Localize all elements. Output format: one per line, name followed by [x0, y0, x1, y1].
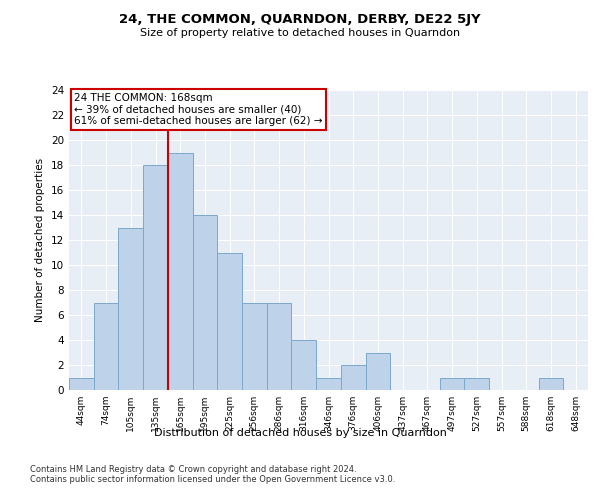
Text: Size of property relative to detached houses in Quarndon: Size of property relative to detached ho…: [140, 28, 460, 38]
Bar: [69, 378, 94, 390]
Bar: [94, 302, 118, 390]
Text: 24 THE COMMON: 168sqm
← 39% of detached houses are smaller (40)
61% of semi-deta: 24 THE COMMON: 168sqm ← 39% of detached …: [74, 93, 323, 126]
Bar: [193, 215, 217, 390]
Bar: [118, 228, 143, 390]
Bar: [292, 340, 316, 390]
Text: Distribution of detached houses by size in Quarndon: Distribution of detached houses by size …: [154, 428, 446, 438]
Bar: [168, 152, 193, 390]
Text: 24, THE COMMON, QUARNDON, DERBY, DE22 5JY: 24, THE COMMON, QUARNDON, DERBY, DE22 5J…: [119, 12, 481, 26]
Bar: [464, 378, 489, 390]
Y-axis label: Number of detached properties: Number of detached properties: [35, 158, 46, 322]
Bar: [341, 365, 365, 390]
Bar: [365, 352, 390, 390]
Text: Contains public sector information licensed under the Open Government Licence v3: Contains public sector information licen…: [30, 475, 395, 484]
Bar: [539, 378, 563, 390]
Bar: [440, 378, 464, 390]
Bar: [242, 302, 267, 390]
Bar: [267, 302, 292, 390]
Bar: [217, 252, 242, 390]
Bar: [316, 378, 341, 390]
Bar: [143, 165, 168, 390]
Text: Contains HM Land Registry data © Crown copyright and database right 2024.: Contains HM Land Registry data © Crown c…: [30, 465, 356, 474]
